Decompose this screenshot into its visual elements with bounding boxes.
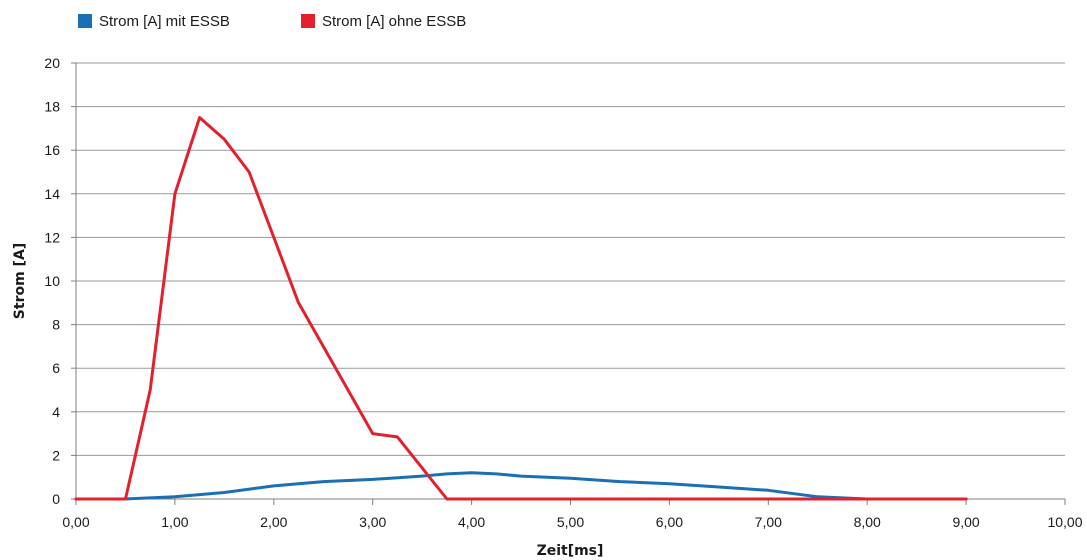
x-tick-label: 8,00 <box>854 514 881 530</box>
legend-label-2: Strom [A] ohne ESSB <box>322 13 466 30</box>
y-axis-label: Strom [A] <box>12 243 28 319</box>
legend: Strom [A] mit ESSB Strom [A] ohne ESSB <box>78 13 466 30</box>
x-axis-ticks: 0,00 1,00 2,00 3,00 4,00 5,00 6,00 7,00 8,00 9,00… <box>62 499 1083 530</box>
gridlines <box>76 62 1065 456</box>
y-tick-label: 0 <box>52 491 60 507</box>
y-tick-label: 2 <box>52 447 60 463</box>
y-tick-label: 16 <box>44 142 60 158</box>
y-tick-label: 6 <box>52 360 60 376</box>
x-tick-label: 1,00 <box>161 514 188 530</box>
legend-swatch-1 <box>78 14 92 28</box>
y-tick-label: 4 <box>52 404 60 420</box>
x-tick-label: 3,00 <box>359 514 386 530</box>
y-tick-label: 20 <box>44 55 60 71</box>
x-tick-label: 0,00 <box>62 514 89 530</box>
series-line-2 <box>74 116 968 501</box>
x-axis-label: Zeit[ms] <box>537 543 604 559</box>
x-tick-label: 5,00 <box>557 514 584 530</box>
y-tick-label: 10 <box>44 273 60 289</box>
x-tick-label: 2,00 <box>260 514 287 530</box>
series-lines <box>74 116 968 501</box>
x-tick-label: 4,00 <box>458 514 485 530</box>
y-axis-ticks: 0 2 4 6 8 10 12 14 16 18 20 <box>44 55 76 507</box>
y-tick-label: 8 <box>52 317 60 333</box>
x-tick-label: 9,00 <box>952 514 979 530</box>
x-tick-label: 7,00 <box>755 514 782 530</box>
x-tick-label: 6,00 <box>656 514 683 530</box>
y-tick-label: 18 <box>44 99 60 115</box>
series-line-1 <box>74 471 968 501</box>
y-tick-label: 14 <box>44 186 60 202</box>
legend-label-1: Strom [A] mit ESSB <box>99 13 230 30</box>
legend-swatch-2 <box>301 14 315 28</box>
y-tick-label: 12 <box>44 229 60 245</box>
x-tick-label: 10,00 <box>1047 514 1082 530</box>
